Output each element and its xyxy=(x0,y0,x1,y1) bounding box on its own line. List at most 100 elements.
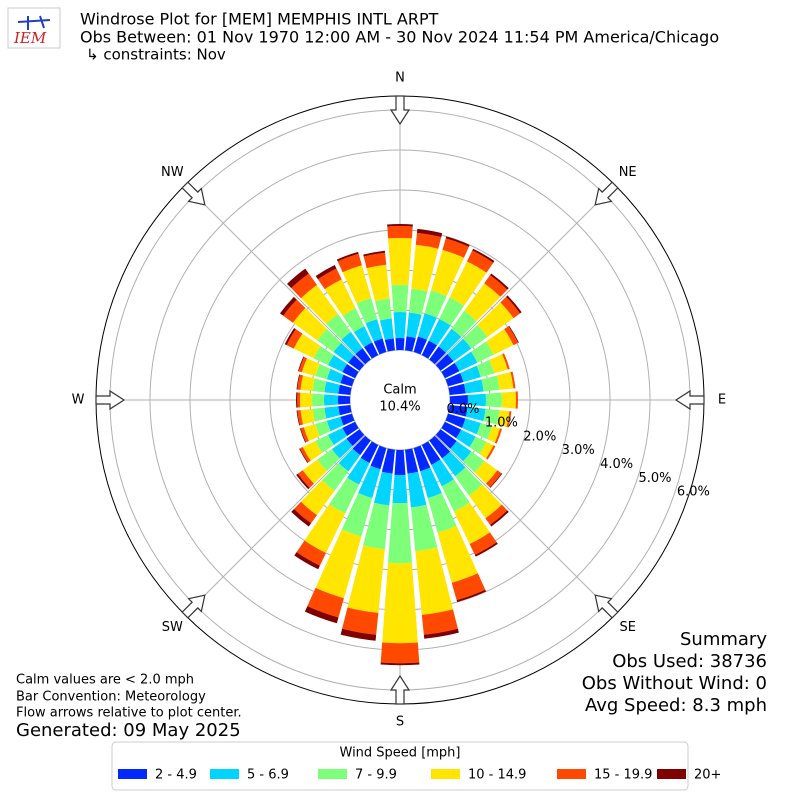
bar-segment xyxy=(506,411,512,428)
logo-drawing xyxy=(17,15,51,30)
bar-segment xyxy=(469,532,497,555)
direction-label: SE xyxy=(619,620,635,635)
flow-arrow xyxy=(594,181,619,206)
bar-segment xyxy=(363,250,386,257)
legend-swatch xyxy=(118,769,147,779)
bar-segment xyxy=(342,607,379,635)
spoke xyxy=(435,435,616,616)
bar-segment xyxy=(407,471,427,508)
bar-segment xyxy=(486,445,496,460)
title: Windrose Plot for [MEM] MEMPHIS INTL ARP… xyxy=(80,10,439,29)
bar-segment xyxy=(423,628,459,639)
bar-segment xyxy=(342,308,365,333)
legend-title: Wind Speed [mph] xyxy=(340,746,461,761)
bar-segment xyxy=(296,410,300,426)
bars xyxy=(279,224,522,666)
bar-segment xyxy=(484,275,508,297)
bar-segment xyxy=(298,356,305,372)
bar-segment xyxy=(299,447,311,463)
bar-segment xyxy=(463,379,484,394)
bar-segment xyxy=(469,436,487,454)
bar-segment xyxy=(460,365,481,383)
bar-segment xyxy=(501,391,516,409)
r-tick-label: 0.0% xyxy=(446,402,479,417)
bar-segment xyxy=(291,508,312,527)
bar-segment xyxy=(373,338,387,355)
bar-segment xyxy=(416,228,443,238)
bar-segment xyxy=(338,448,361,472)
bar-segment xyxy=(342,364,359,379)
bar-segment xyxy=(315,420,331,437)
bar-segment xyxy=(301,358,320,377)
arrow-shape xyxy=(594,181,619,206)
bar-segment xyxy=(508,325,519,343)
bar-segment xyxy=(463,451,485,473)
bar-segment xyxy=(479,441,494,459)
bar-segment xyxy=(415,547,453,615)
legend-label: 15 - 19.9 xyxy=(594,768,652,783)
direction-label: E xyxy=(718,393,726,408)
bar-segment xyxy=(410,504,438,552)
bar-segment xyxy=(408,288,428,315)
bar-segment xyxy=(421,441,441,465)
bar-segment xyxy=(445,413,466,428)
bar-segment xyxy=(298,356,307,373)
bar-segment xyxy=(420,467,442,499)
bar-segment xyxy=(388,502,412,564)
bar-segment xyxy=(317,268,342,290)
bar-segment xyxy=(456,589,487,603)
bar-segment xyxy=(296,374,300,390)
bar-segment xyxy=(415,232,442,249)
bar-segment xyxy=(453,502,490,545)
note: Calm values are < 2.0 mph xyxy=(16,673,194,688)
spoke xyxy=(435,184,616,365)
bar-segment xyxy=(391,284,409,313)
bar-segment xyxy=(356,298,378,324)
bar-segment xyxy=(363,502,390,550)
bar-segment xyxy=(483,408,500,425)
bar-segment xyxy=(394,449,406,476)
bar-segment xyxy=(379,318,394,340)
bar-segment xyxy=(315,363,331,380)
bar-segment xyxy=(336,251,359,262)
bar-segment xyxy=(405,336,416,352)
bar-segment xyxy=(317,449,340,472)
bar-segment xyxy=(324,394,339,406)
bar-segment xyxy=(500,296,521,319)
bar-segment xyxy=(338,395,351,405)
bar-segment xyxy=(406,312,422,338)
bar-segment xyxy=(342,421,359,436)
bar-segment xyxy=(365,319,383,342)
bar-segment xyxy=(363,252,387,269)
bar-segment xyxy=(326,314,351,340)
bar-segment xyxy=(438,328,462,353)
bar-segment xyxy=(355,348,371,365)
generated: Generated: 09 May 2025 xyxy=(16,720,241,741)
bar-segment xyxy=(393,312,407,339)
arrow-shape xyxy=(181,594,206,619)
bar-segment xyxy=(437,525,478,583)
legend-label: 5 - 6.9 xyxy=(247,768,289,783)
bar-segment xyxy=(449,395,468,405)
bar-segment xyxy=(300,392,313,408)
bar-segment xyxy=(315,264,337,280)
bar-segment xyxy=(301,284,338,325)
legend-swatch xyxy=(657,769,686,779)
bar-segment xyxy=(494,428,502,444)
bar-segment xyxy=(329,477,360,514)
bar-segment xyxy=(384,338,395,352)
logo-frame xyxy=(7,7,61,49)
bar-segment xyxy=(286,329,303,349)
bar-segment xyxy=(449,261,487,306)
bar-segment xyxy=(474,542,498,557)
bar-segment xyxy=(476,359,495,378)
arrow-shape xyxy=(594,594,619,619)
bar-segment xyxy=(297,410,304,426)
bar-segment xyxy=(464,283,501,322)
bar-segment xyxy=(326,368,344,384)
bar-segment xyxy=(421,609,458,635)
bar-segment xyxy=(506,295,522,314)
bar-segment xyxy=(301,480,335,516)
bar-segment xyxy=(454,351,478,372)
